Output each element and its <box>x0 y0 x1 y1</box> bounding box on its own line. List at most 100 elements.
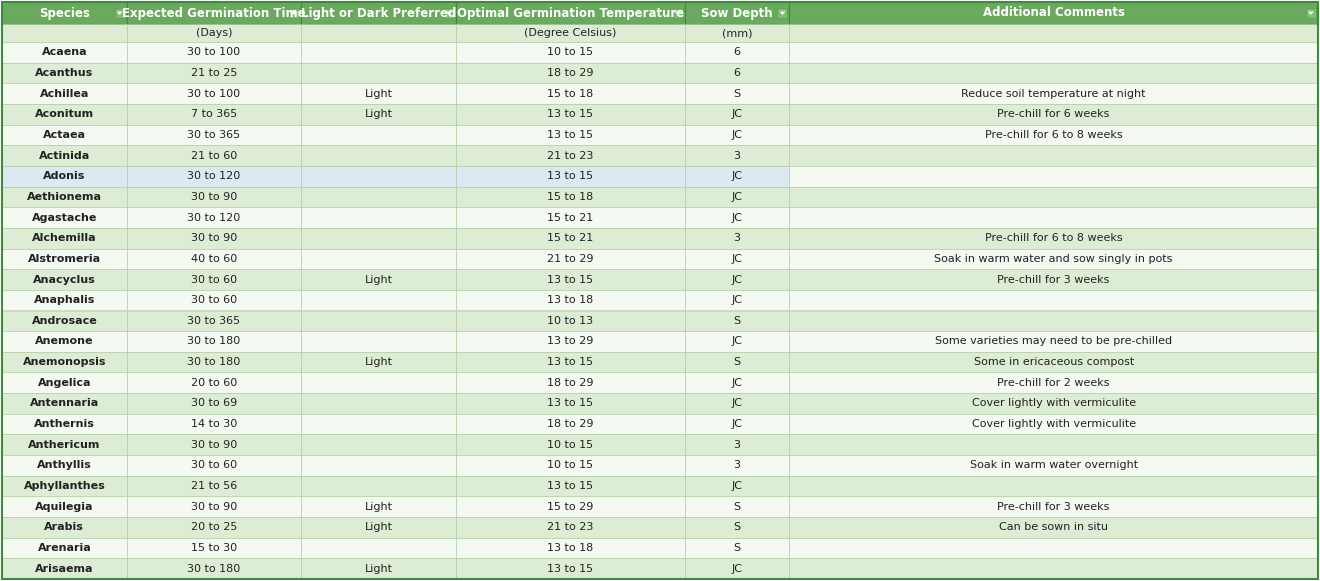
Text: 13 to 18: 13 to 18 <box>546 543 594 553</box>
Bar <box>3 249 127 269</box>
Text: Achillea: Achillea <box>40 89 88 99</box>
Bar <box>301 269 455 290</box>
Bar <box>127 372 301 393</box>
Bar <box>3 269 127 290</box>
Text: Light or Dark Preferred: Light or Dark Preferred <box>301 6 457 20</box>
Text: 30 to 90: 30 to 90 <box>191 192 238 202</box>
Text: Adonis: Adonis <box>44 171 86 181</box>
Bar <box>127 496 301 517</box>
Text: Pre-chill for 3 weeks: Pre-chill for 3 weeks <box>998 274 1110 285</box>
Text: Aethionema: Aethionema <box>26 192 102 202</box>
Bar <box>3 537 127 558</box>
Bar <box>127 435 301 455</box>
Bar <box>127 352 301 372</box>
Bar <box>455 476 685 496</box>
Bar <box>3 207 127 228</box>
Bar <box>3 124 127 145</box>
Text: 30 to 90: 30 to 90 <box>191 440 238 450</box>
Bar <box>127 104 301 124</box>
Text: 10 to 15: 10 to 15 <box>548 460 593 471</box>
Text: Additional Comments: Additional Comments <box>982 6 1125 20</box>
Bar <box>3 372 127 393</box>
Text: Actinida: Actinida <box>38 150 90 160</box>
Bar <box>301 393 455 414</box>
Bar <box>789 310 1317 331</box>
Bar <box>3 2 127 24</box>
Bar <box>455 414 685 435</box>
Bar <box>127 249 301 269</box>
Text: 15 to 18: 15 to 18 <box>546 192 594 202</box>
Text: 30 to 180: 30 to 180 <box>187 336 240 346</box>
Text: (mm): (mm) <box>722 28 752 38</box>
Text: JC: JC <box>731 192 743 202</box>
Bar <box>789 290 1317 310</box>
Bar <box>455 2 685 24</box>
Bar <box>789 372 1317 393</box>
Text: 20 to 25: 20 to 25 <box>190 522 238 532</box>
Bar <box>455 455 685 476</box>
Text: 13 to 18: 13 to 18 <box>546 295 594 305</box>
Bar <box>455 124 685 145</box>
Bar <box>301 537 455 558</box>
Text: 13 to 15: 13 to 15 <box>548 274 593 285</box>
Bar <box>301 228 455 249</box>
Bar <box>301 207 455 228</box>
Bar <box>301 372 455 393</box>
Bar <box>685 2 789 24</box>
Bar <box>301 496 455 517</box>
Text: JC: JC <box>731 481 743 491</box>
Text: 13 to 15: 13 to 15 <box>548 130 593 140</box>
Bar <box>455 517 685 537</box>
Bar <box>301 124 455 145</box>
Bar <box>301 290 455 310</box>
Text: 21 to 23: 21 to 23 <box>546 522 594 532</box>
Text: 7 to 365: 7 to 365 <box>191 109 238 119</box>
Text: 15 to 21: 15 to 21 <box>546 213 594 223</box>
Bar <box>115 8 124 18</box>
Bar <box>301 42 455 63</box>
Bar <box>3 496 127 517</box>
Text: Agastache: Agastache <box>32 213 96 223</box>
Text: 30 to 90: 30 to 90 <box>191 502 238 512</box>
Bar <box>127 517 301 537</box>
Text: Pre-chill for 6 to 8 weeks: Pre-chill for 6 to 8 weeks <box>985 130 1122 140</box>
Text: 30 to 60: 30 to 60 <box>191 295 236 305</box>
Text: 30 to 365: 30 to 365 <box>187 130 240 140</box>
Bar <box>3 393 127 414</box>
Bar <box>301 331 455 352</box>
Text: 30 to 120: 30 to 120 <box>187 213 240 223</box>
Bar <box>127 42 301 63</box>
Bar <box>685 249 789 269</box>
Bar <box>301 24 455 42</box>
Text: 6: 6 <box>734 47 741 58</box>
Bar <box>301 249 455 269</box>
Bar <box>301 2 455 24</box>
Bar <box>3 166 127 187</box>
Bar <box>685 331 789 352</box>
Bar <box>685 352 789 372</box>
Bar <box>455 435 685 455</box>
Bar <box>455 228 685 249</box>
Text: 30 to 90: 30 to 90 <box>191 233 238 243</box>
Bar <box>455 83 685 104</box>
Bar <box>455 372 685 393</box>
Bar <box>685 393 789 414</box>
Bar <box>789 558 1317 579</box>
Bar <box>455 249 685 269</box>
Bar <box>301 104 455 124</box>
Bar <box>455 558 685 579</box>
Text: 30 to 100: 30 to 100 <box>187 89 240 99</box>
Text: Light: Light <box>364 522 392 532</box>
Text: Angelica: Angelica <box>37 378 91 388</box>
Bar <box>673 8 682 18</box>
Text: S: S <box>734 502 741 512</box>
Text: Light: Light <box>364 357 392 367</box>
Bar <box>3 455 127 476</box>
Bar <box>3 228 127 249</box>
Bar <box>455 207 685 228</box>
Polygon shape <box>675 12 681 15</box>
Text: 3: 3 <box>734 460 741 471</box>
Text: 3: 3 <box>734 233 741 243</box>
Bar <box>127 2 301 24</box>
Bar <box>685 372 789 393</box>
